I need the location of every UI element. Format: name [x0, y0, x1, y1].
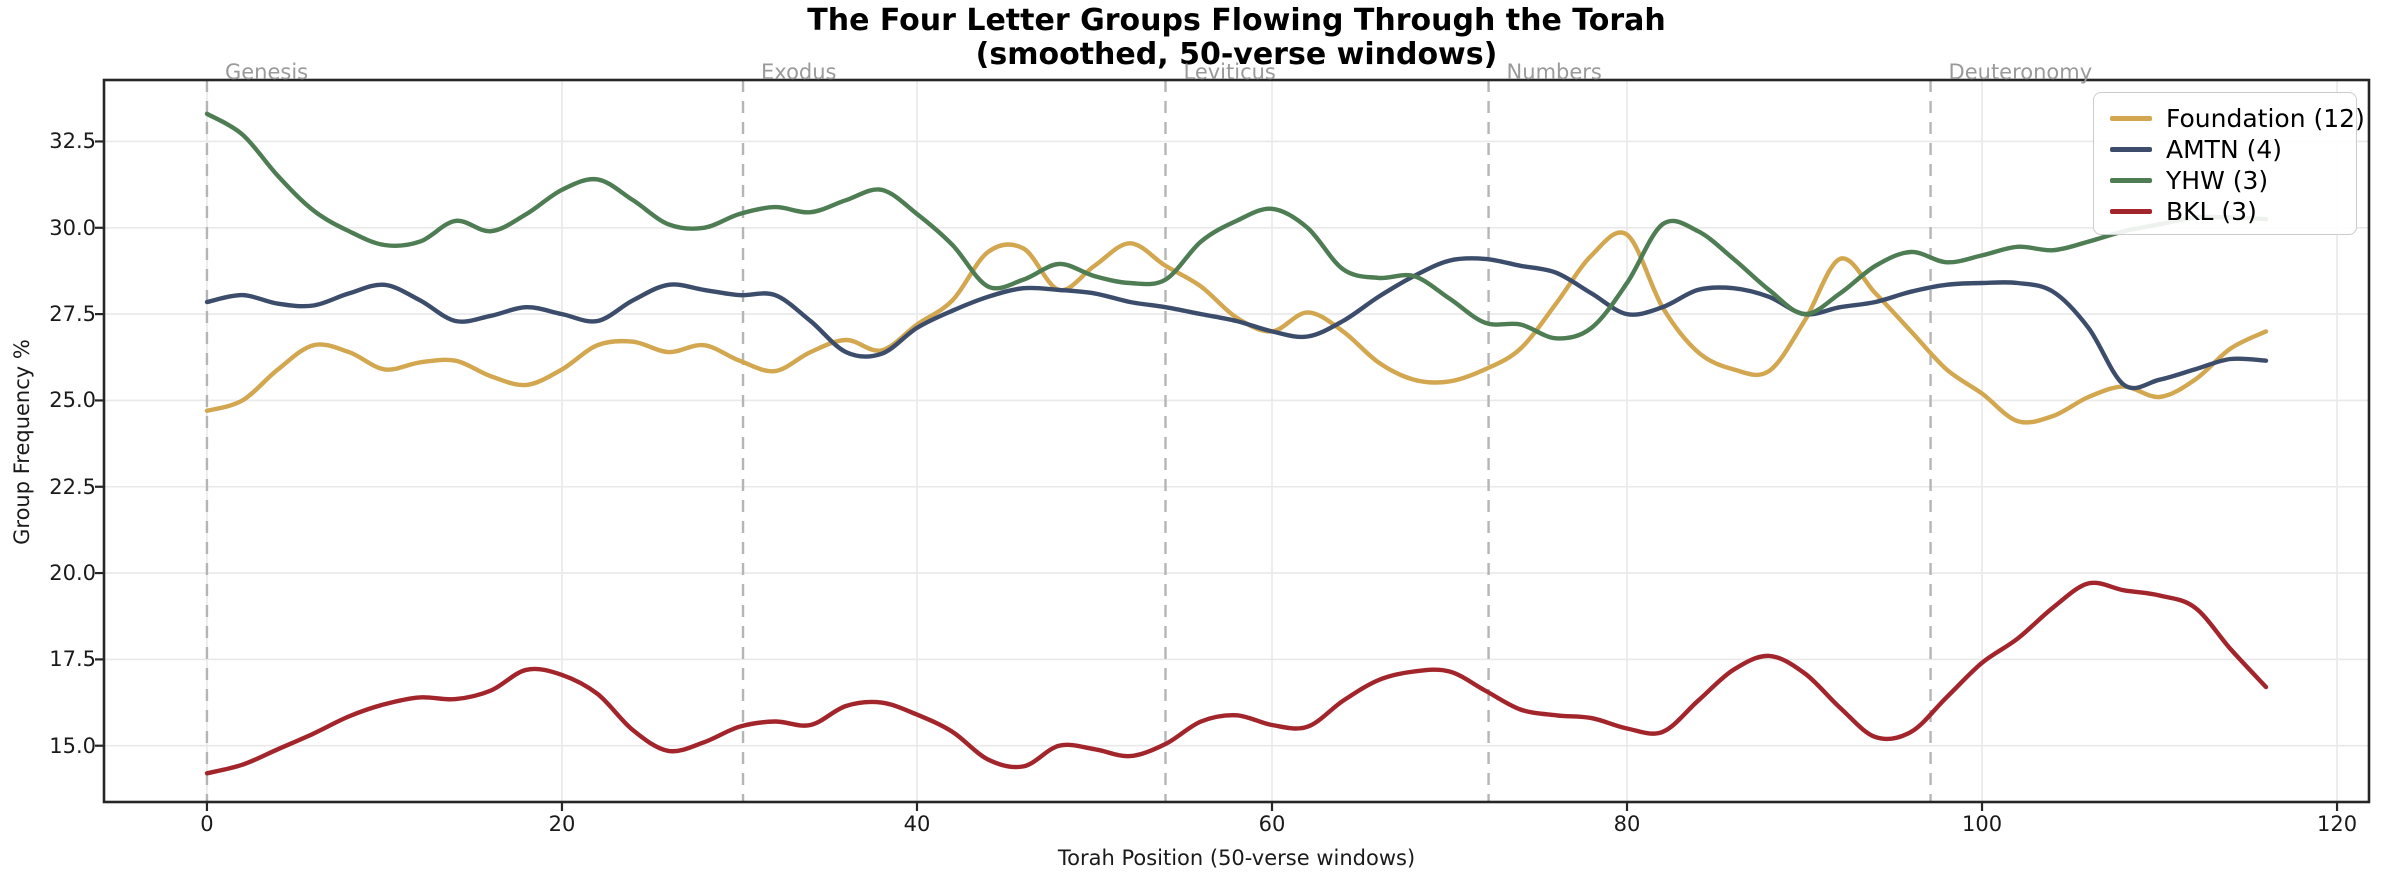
x-tick-label: 40	[903, 812, 931, 836]
y-tick-label: 25.0	[49, 388, 96, 413]
legend-item-amtn: AMTN (4)	[2110, 134, 2356, 165]
legend-swatch	[2110, 116, 2152, 121]
x-axis-label: Torah Position (50-verse windows)	[1057, 846, 1416, 870]
x-tick-label: 20	[548, 812, 576, 836]
legend-swatch	[2110, 147, 2152, 152]
axes-spines	[102, 78, 2371, 804]
legend-item-foundation: Foundation (12)	[2110, 103, 2365, 134]
legend-label: YHW (3)	[2166, 166, 2269, 195]
legend-item-yhw: YHW (3)	[2110, 165, 2356, 196]
series-line-yhw	[204, 111, 2269, 341]
y-tick-label: 15.0	[49, 733, 96, 758]
series-line-foundation	[204, 230, 2269, 425]
x-tick-label: 60	[1258, 812, 1286, 836]
chart-title-line2: (smoothed, 50-verse windows)	[975, 37, 1498, 72]
book-label-numbers: Numbers	[1506, 60, 1602, 84]
legend-swatch	[2110, 209, 2152, 214]
book-label-exodus: Exodus	[761, 60, 837, 84]
legend-box: Foundation (12) AMTN (4) YHW (3) BKL (3)	[2093, 92, 2365, 235]
x-tick-label: 80	[1613, 812, 1641, 836]
legend-swatch	[2110, 178, 2152, 183]
legend-label: BKL (3)	[2166, 197, 2257, 226]
chart-title-line1: The Four Letter Groups Flowing Through t…	[807, 3, 1666, 38]
y-tick-label: 32.5	[49, 129, 96, 154]
y-tick-label: 20.0	[49, 561, 96, 586]
x-tick-label: 100	[1961, 812, 2003, 836]
y-axis-label: Group Frequency %	[10, 339, 34, 545]
legend-label: AMTN (4)	[2166, 135, 2283, 164]
book-label-deuteronomy: Deuteronomy	[1948, 60, 2093, 84]
x-tick-label: 0	[200, 812, 214, 836]
y-tick-label: 17.5	[49, 647, 96, 672]
series-line-bkl	[204, 580, 2269, 776]
series-line-amtn	[204, 256, 2269, 391]
legend-label: Foundation (12)	[2166, 104, 2365, 133]
y-tick-label: 27.5	[49, 302, 96, 327]
legend-item-bkl: BKL (3)	[2110, 196, 2356, 227]
x-tick-label: 120	[2317, 812, 2358, 836]
chart-title: The Four Letter Groups Flowing Through t…	[104, 4, 2369, 72]
y-tick-label: 30.0	[49, 215, 96, 240]
book-label-genesis: Genesis	[224, 60, 309, 84]
book-label-leviticus: Leviticus	[1183, 60, 1276, 84]
y-tick-label: 22.5	[49, 474, 96, 499]
